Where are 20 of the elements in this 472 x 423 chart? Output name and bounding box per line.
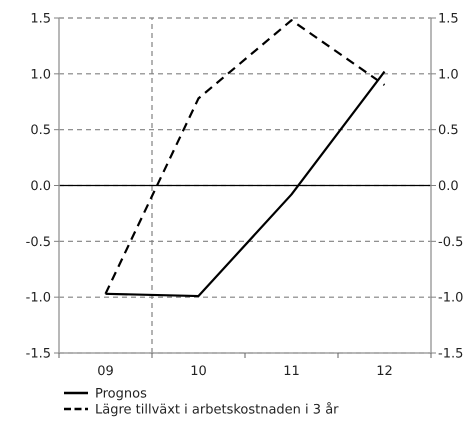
y2-tick-label: -0.5 [438,234,464,250]
y-tick-label: 0.5 [30,123,51,138]
y-tick-label: 1.5 [30,12,51,27]
legend-label: Prognos [95,386,148,402]
y2-tick-label: 1.0 [438,67,459,82]
x-tick-label: 09 [97,364,114,379]
y-tick-label: -1.5 [26,346,51,362]
y2-tick-label: 0.5 [438,123,459,138]
y-tick-label: -0.5 [26,234,51,250]
y2-tick-label: -1.5 [438,346,464,362]
x-tick-label: 12 [376,364,393,379]
y-tick-label: 1.0 [30,67,51,82]
x-tick-label: 11 [283,364,300,379]
y2-tick-label: 0.0 [438,179,459,194]
y-tick-label: -1.0 [26,290,51,306]
y2-tick-label: -1.0 [438,290,464,306]
y-tick-label: 0.0 [30,179,51,194]
legend-label: Lägre tillväxt i arbetskostnaden i 3 år [95,402,340,418]
x-tick-label: 10 [190,364,207,379]
y2-tick-label: 1.5 [438,12,459,27]
